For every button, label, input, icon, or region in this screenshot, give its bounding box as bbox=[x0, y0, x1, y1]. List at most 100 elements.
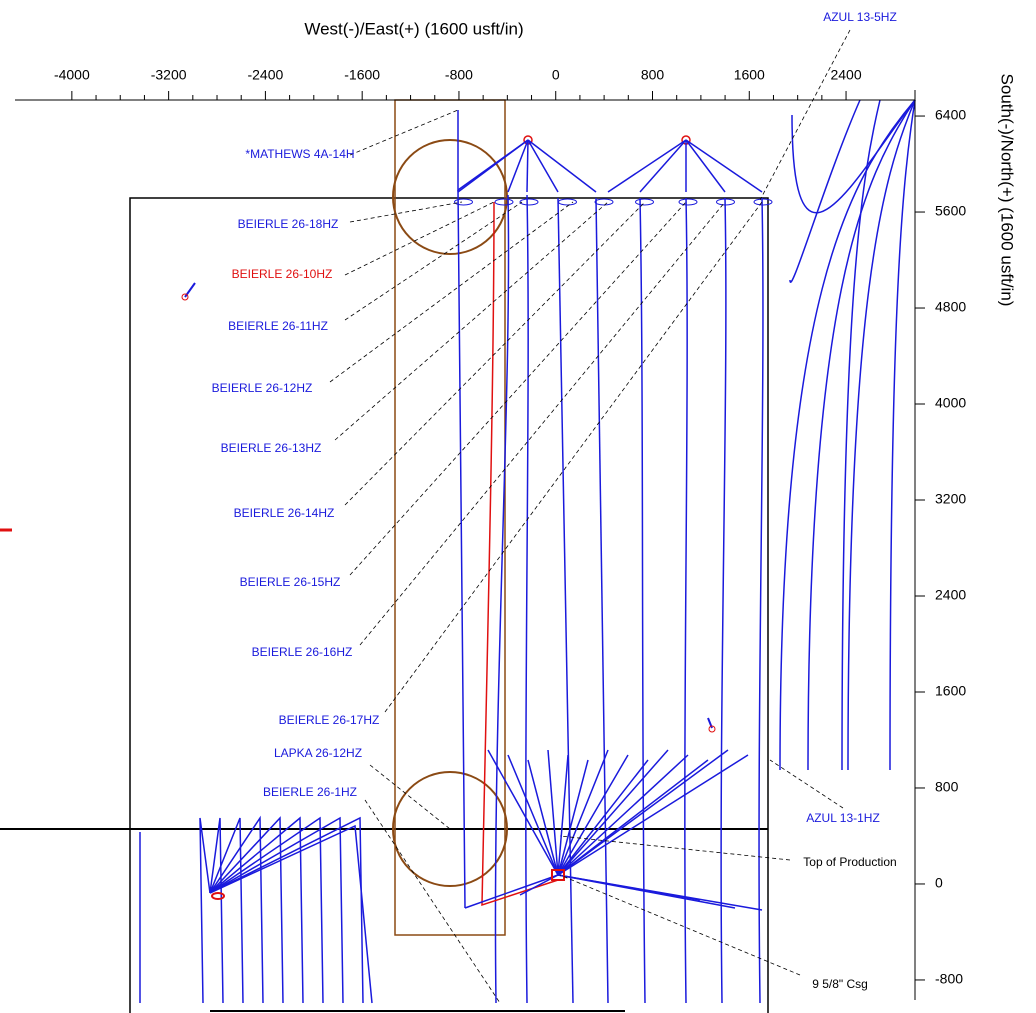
leader-line bbox=[769, 759, 844, 809]
uncertainty-ellipse bbox=[594, 198, 614, 206]
uncertainty-ellipse bbox=[558, 198, 577, 206]
leader-line bbox=[329, 201, 574, 383]
well-label: AZUL 13-1HZ bbox=[806, 811, 880, 825]
well-path bbox=[527, 759, 559, 876]
well-path bbox=[199, 817, 211, 1004]
well-label: BEIERLE 26-16HZ bbox=[252, 645, 353, 659]
y-tick-label: 0 bbox=[935, 875, 943, 891]
well-label: BEIERLE 26-17HZ bbox=[279, 713, 380, 727]
y-tick-label: 2400 bbox=[935, 587, 966, 603]
well-path bbox=[758, 197, 764, 1004]
well-path bbox=[209, 816, 344, 1004]
uncertainty-ellipse bbox=[753, 198, 773, 206]
well-path bbox=[557, 759, 649, 876]
well-path bbox=[557, 759, 589, 876]
well-path bbox=[685, 139, 763, 193]
leader-line bbox=[759, 29, 851, 201]
x-tick-label: -800 bbox=[445, 67, 473, 83]
well-path bbox=[526, 139, 529, 193]
x-tick-label: -1600 bbox=[344, 67, 380, 83]
well-path bbox=[209, 817, 224, 1004]
well-path bbox=[209, 816, 284, 1004]
well-path bbox=[789, 99, 861, 283]
leader-line bbox=[384, 201, 763, 713]
x-tick-label: 0 bbox=[552, 67, 560, 83]
y-tick-label: 800 bbox=[935, 779, 959, 795]
well-path bbox=[557, 874, 701, 901]
uncertainty-ellipse bbox=[494, 198, 514, 206]
well-label: Top of Production bbox=[803, 855, 896, 869]
leader-line bbox=[369, 764, 451, 830]
uncertainty-ellipse bbox=[454, 198, 473, 206]
leader-line bbox=[359, 201, 726, 646]
leader-line bbox=[344, 201, 523, 321]
leader-line bbox=[344, 201, 495, 276]
well-path bbox=[527, 139, 597, 193]
well-path bbox=[779, 99, 916, 771]
x-tick-label: 800 bbox=[641, 67, 665, 83]
well-label: BEIERLE 26-13HZ bbox=[221, 441, 322, 455]
well-path bbox=[209, 816, 324, 1004]
well-path bbox=[507, 139, 529, 193]
well-path bbox=[639, 197, 646, 1004]
uncertainty-ellipse bbox=[678, 198, 698, 206]
x-tick-label: -3200 bbox=[151, 67, 187, 83]
well-path bbox=[720, 197, 727, 1004]
well-label: 9 5/8" Csg bbox=[812, 977, 868, 991]
well-label: BEIERLE 26-14HZ bbox=[234, 506, 335, 520]
well-path bbox=[841, 99, 881, 771]
well-path bbox=[557, 197, 574, 1004]
x-tick-label: -4000 bbox=[54, 67, 90, 83]
well-label: AZUL 13-5HZ bbox=[823, 10, 897, 24]
leader-line bbox=[349, 109, 459, 156]
well-path bbox=[457, 189, 466, 909]
surface-location bbox=[181, 293, 189, 301]
well-path bbox=[494, 194, 510, 1004]
leader-line bbox=[334, 201, 609, 441]
well-path bbox=[507, 754, 559, 876]
well-label: BEIERLE 26-12HZ bbox=[212, 381, 313, 395]
leader-line bbox=[344, 201, 646, 506]
well-path bbox=[847, 99, 916, 771]
well-path bbox=[209, 815, 264, 1004]
lease-boundary bbox=[129, 197, 769, 1013]
well-path bbox=[557, 754, 629, 876]
well-path bbox=[791, 99, 916, 214]
well-path bbox=[557, 754, 749, 876]
well-path bbox=[684, 197, 688, 1004]
well-path bbox=[889, 99, 916, 771]
leader-line bbox=[559, 874, 801, 976]
well-path bbox=[487, 749, 559, 876]
uncertainty-ellipse bbox=[211, 892, 225, 900]
well-path bbox=[547, 749, 559, 876]
leader-line bbox=[364, 799, 501, 1004]
well-label: *MATHEWS 4A-14H bbox=[245, 147, 354, 161]
x-axis-title: West(-)/East(+) (1600 usft/in) bbox=[304, 19, 523, 38]
well-path bbox=[607, 139, 687, 193]
pad bbox=[551, 869, 565, 881]
well-path bbox=[457, 110, 529, 192]
well-label: LAPKA 26-12HZ bbox=[274, 746, 362, 760]
y-tick-label: 6400 bbox=[935, 107, 966, 123]
well-path bbox=[639, 139, 687, 193]
y-tick-label: 1600 bbox=[935, 683, 966, 699]
red-well bbox=[481, 201, 559, 907]
well-path bbox=[525, 194, 529, 1004]
y-tick-label: 3200 bbox=[935, 491, 966, 507]
y-tick-label: 4000 bbox=[935, 395, 966, 411]
well-path bbox=[527, 139, 559, 193]
well-path bbox=[595, 197, 609, 1004]
leader-line bbox=[559, 835, 791, 861]
y-axis-title: South(-)/North(+) (1600 usft/in) bbox=[998, 74, 1017, 307]
setback bbox=[394, 99, 506, 936]
surface-location bbox=[708, 725, 716, 733]
well-path bbox=[557, 754, 569, 876]
leader-line bbox=[349, 201, 463, 223]
y-tick-label: -800 bbox=[935, 971, 963, 987]
well-path bbox=[464, 874, 559, 909]
well-path bbox=[209, 817, 244, 1004]
uncertainty-ellipse bbox=[716, 198, 735, 206]
well-path bbox=[685, 139, 726, 193]
hardline bbox=[392, 771, 508, 887]
